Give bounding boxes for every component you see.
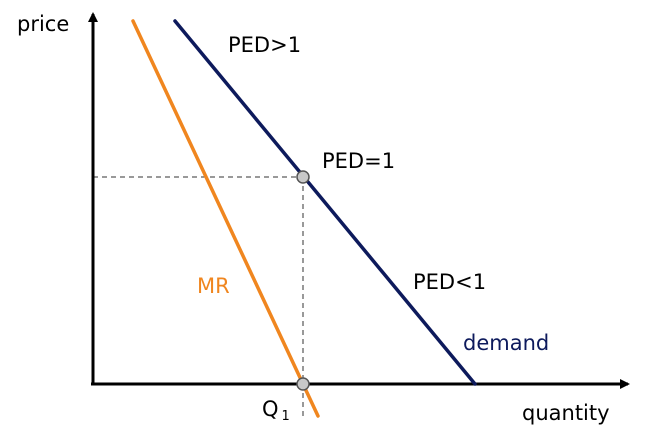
y-axis-label: price <box>17 12 69 36</box>
demand-curve <box>173 19 477 386</box>
mr-label: MR <box>197 274 230 298</box>
q1-point <box>296 377 310 391</box>
demand-label: demand <box>463 331 549 355</box>
inelastic-label: PED<1 <box>413 270 486 294</box>
mr-curve <box>131 19 320 418</box>
q1-label-subscript: 1 <box>282 409 290 424</box>
elastic-label: PED>1 <box>228 33 301 57</box>
unit-elastic-label: PED=1 <box>322 149 395 173</box>
x-axis-label: quantity <box>522 401 610 425</box>
unit-elastic-point <box>296 170 310 184</box>
q1-label-main: Q <box>262 397 279 421</box>
